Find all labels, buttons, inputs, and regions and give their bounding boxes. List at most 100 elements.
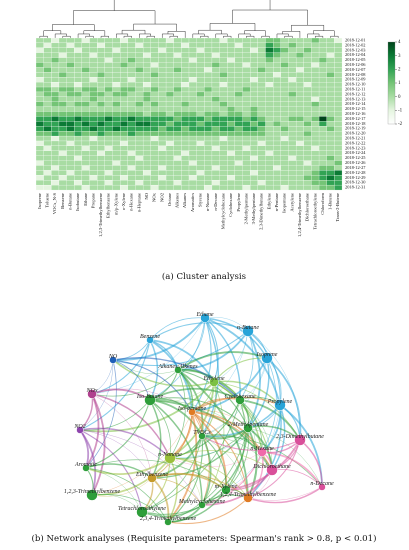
heatmap-cell xyxy=(51,91,60,98)
heatmap-cell xyxy=(74,47,83,53)
heatmap-cell xyxy=(318,111,327,117)
heatmap-cell xyxy=(219,111,228,117)
heatmap-cell xyxy=(204,86,213,93)
heatmap-cell xyxy=(242,180,251,186)
heatmap-cell xyxy=(165,121,174,127)
heatmap-cell xyxy=(158,57,167,63)
heatmap-cell xyxy=(58,77,67,83)
heatmap-cell xyxy=(326,42,335,48)
heatmap-cell xyxy=(234,57,243,63)
heatmap-cell xyxy=(204,101,213,107)
heatmap-cell xyxy=(265,160,274,166)
heatmap-cell xyxy=(97,57,106,63)
row-label: 2018-12-13 xyxy=(345,96,366,101)
heatmap-cell xyxy=(150,67,159,73)
heatmap-cell xyxy=(288,37,297,44)
heatmap-cell xyxy=(127,101,136,107)
heatmap-cell xyxy=(265,77,274,83)
heatmap-cell xyxy=(318,170,327,176)
heatmap-cell xyxy=(150,86,159,93)
heatmap-cell xyxy=(295,101,304,107)
heatmap-cell xyxy=(181,47,190,53)
heatmap-cell xyxy=(127,175,136,181)
heatmap-cell xyxy=(311,111,320,117)
heatmap-cell xyxy=(204,184,213,191)
heatmap-cell xyxy=(89,116,98,122)
heatmap-cell xyxy=(43,37,52,44)
heatmap-cell xyxy=(58,106,67,112)
heatmap-cell xyxy=(326,150,335,156)
heatmap-cell xyxy=(211,57,220,63)
row-label: 2018-12-06 xyxy=(345,62,366,67)
heatmap-cell xyxy=(334,145,343,151)
node xyxy=(82,464,90,472)
heatmap-cell xyxy=(127,155,136,161)
colorbar-tick-label: 0 xyxy=(398,95,401,100)
heatmap-cell xyxy=(273,77,281,83)
heatmap-cell xyxy=(158,42,167,48)
heatmap-cell xyxy=(334,116,343,122)
heatmap-cell xyxy=(303,82,312,88)
heatmap-cell xyxy=(58,175,67,181)
heatmap-cell xyxy=(58,62,67,68)
heatmap-cell xyxy=(58,72,67,78)
heatmap-cell xyxy=(295,126,304,132)
heatmap-cell xyxy=(273,86,281,93)
heatmap-cell xyxy=(35,72,44,78)
heatmap-cell xyxy=(273,101,281,107)
heatmap-cell xyxy=(227,170,236,176)
heatmap-cell xyxy=(280,155,289,161)
heatmap-cell xyxy=(120,42,128,48)
heatmap-cell xyxy=(173,72,182,78)
heatmap-cell xyxy=(288,121,297,127)
heatmap-cell xyxy=(250,160,259,166)
heatmap-cell xyxy=(135,175,144,181)
heatmap-cell xyxy=(165,72,174,78)
heatmap-cell xyxy=(89,135,98,142)
heatmap-cell xyxy=(66,62,75,68)
heatmap-cell xyxy=(334,77,343,83)
heatmap-cell xyxy=(97,106,106,112)
heatmap-cell xyxy=(196,47,205,53)
heatmap-cell xyxy=(43,135,52,142)
heatmap-cell xyxy=(265,42,274,48)
heatmap-cell xyxy=(35,42,44,48)
node xyxy=(243,423,253,433)
heatmap-cell xyxy=(227,37,236,44)
heatmap-cell xyxy=(288,91,297,98)
heatmap-cell xyxy=(288,42,297,48)
heatmap-cell xyxy=(242,96,251,102)
heatmap-cell xyxy=(204,96,213,102)
heatmap-cell xyxy=(112,160,121,166)
heatmap-cell xyxy=(326,140,335,147)
colorbar-tick-label: 1 xyxy=(398,81,401,86)
heatmap-cell xyxy=(204,82,213,88)
heatmap-cell xyxy=(334,180,343,186)
heatmap-cell xyxy=(204,37,213,44)
heatmap-cell xyxy=(104,86,113,93)
heatmap-cell xyxy=(250,165,259,171)
heatmap-cell xyxy=(188,116,197,122)
heatmap-cell xyxy=(173,145,182,151)
heatmap-cell xyxy=(165,91,174,98)
heatmap-cell xyxy=(242,111,251,117)
heatmap-cell xyxy=(219,42,228,48)
heatmap-cell xyxy=(257,57,266,63)
heatmap-cell xyxy=(273,52,281,58)
heatmap-cell xyxy=(204,121,213,127)
heatmap-cell xyxy=(318,67,327,73)
heatmap-cell xyxy=(311,57,320,63)
heatmap-cell xyxy=(242,47,251,53)
heatmap-cell xyxy=(211,160,220,166)
heatmap-cell xyxy=(165,180,174,186)
node xyxy=(86,489,98,501)
heatmap-cell xyxy=(234,96,243,102)
heatmap-cell xyxy=(334,131,343,137)
heatmap-cell xyxy=(196,101,205,107)
heatmap-cell xyxy=(242,165,251,171)
edge xyxy=(85,467,169,523)
edge xyxy=(201,435,301,451)
heatmap-cell xyxy=(196,72,205,78)
heatmap-cell xyxy=(311,77,320,83)
